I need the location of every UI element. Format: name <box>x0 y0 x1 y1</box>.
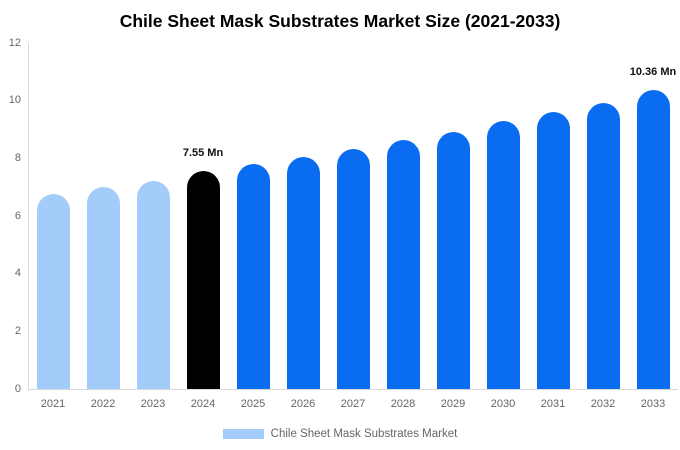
x-axis-label-2026: 2026 <box>290 398 316 410</box>
chart-title: Chile Sheet Mask Substrates Market Size … <box>119 11 561 31</box>
x-axis-label-2023: 2023 <box>140 398 166 410</box>
y-tick-label-6: 6 <box>14 209 21 222</box>
y-tick-label-0: 0 <box>14 382 21 395</box>
y-tick-label-8: 8 <box>14 151 21 164</box>
x-axis-label-2024: 2024 <box>190 398 216 410</box>
bar-2027 <box>336 148 370 389</box>
bar-2023 <box>136 180 170 389</box>
x-axis-label-2025: 2025 <box>240 398 266 410</box>
bar-2028 <box>386 140 420 389</box>
bar-2022 <box>86 187 120 389</box>
x-axis-label-2021: 2021 <box>40 398 66 410</box>
legend: Chile Sheet Mask Substrates Market <box>0 427 680 441</box>
y-axis-line <box>28 43 29 389</box>
bar-2021 <box>36 194 70 389</box>
y-tick-label-4: 4 <box>14 267 21 280</box>
y-tick-label-12: 12 <box>8 36 21 49</box>
legend-label: Chile Sheet Mask Substrates Market <box>270 428 458 440</box>
bar-2032 <box>586 102 620 389</box>
bar-2033 <box>636 90 670 389</box>
bar-2029 <box>436 131 470 389</box>
x-axis-label-2027: 2027 <box>340 398 366 410</box>
x-axis-label-2030: 2030 <box>490 398 516 410</box>
y-tick-label-2: 2 <box>14 324 21 337</box>
x-axis-label-2029: 2029 <box>440 398 466 410</box>
legend-swatch <box>222 429 264 439</box>
data-label-2033: 10.36 Mn <box>629 66 677 79</box>
y-tick-label-10: 10 <box>8 94 21 107</box>
bar-2030 <box>486 121 520 389</box>
x-axis-label-2028: 2028 <box>390 398 416 410</box>
x-axis-label-2032: 2032 <box>590 398 616 410</box>
bar-2031 <box>536 112 570 389</box>
x-axis-line <box>28 389 678 390</box>
bar-2024 <box>186 171 220 389</box>
x-axis-label-2033: 2033 <box>640 398 666 410</box>
x-axis-label-2031: 2031 <box>540 398 566 410</box>
bar-2025 <box>236 164 270 389</box>
x-axis-label-2022: 2022 <box>90 398 116 410</box>
bar-2026 <box>286 157 320 389</box>
data-label-2024: 7.55 Mn <box>182 147 224 160</box>
